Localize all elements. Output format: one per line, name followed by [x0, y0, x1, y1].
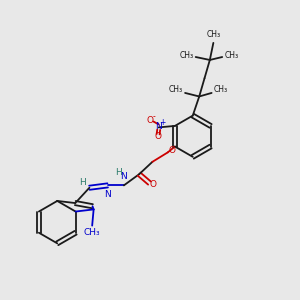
Text: +: + — [160, 118, 166, 127]
Text: CH₃: CH₃ — [214, 85, 228, 94]
Text: H: H — [80, 178, 86, 187]
Text: CH₃: CH₃ — [169, 85, 183, 94]
Text: N: N — [120, 172, 127, 181]
Text: -: - — [153, 112, 156, 121]
Text: CH₃: CH₃ — [179, 51, 193, 60]
Text: N: N — [155, 122, 162, 131]
Text: CH₃: CH₃ — [206, 30, 220, 39]
Text: CH₃: CH₃ — [225, 51, 239, 60]
Text: H: H — [115, 168, 122, 177]
Text: CH₃: CH₃ — [84, 228, 100, 237]
Text: O: O — [154, 132, 162, 141]
Text: O: O — [150, 180, 157, 189]
Text: O: O — [147, 116, 154, 125]
Text: N: N — [105, 190, 111, 199]
Text: O: O — [168, 146, 175, 155]
